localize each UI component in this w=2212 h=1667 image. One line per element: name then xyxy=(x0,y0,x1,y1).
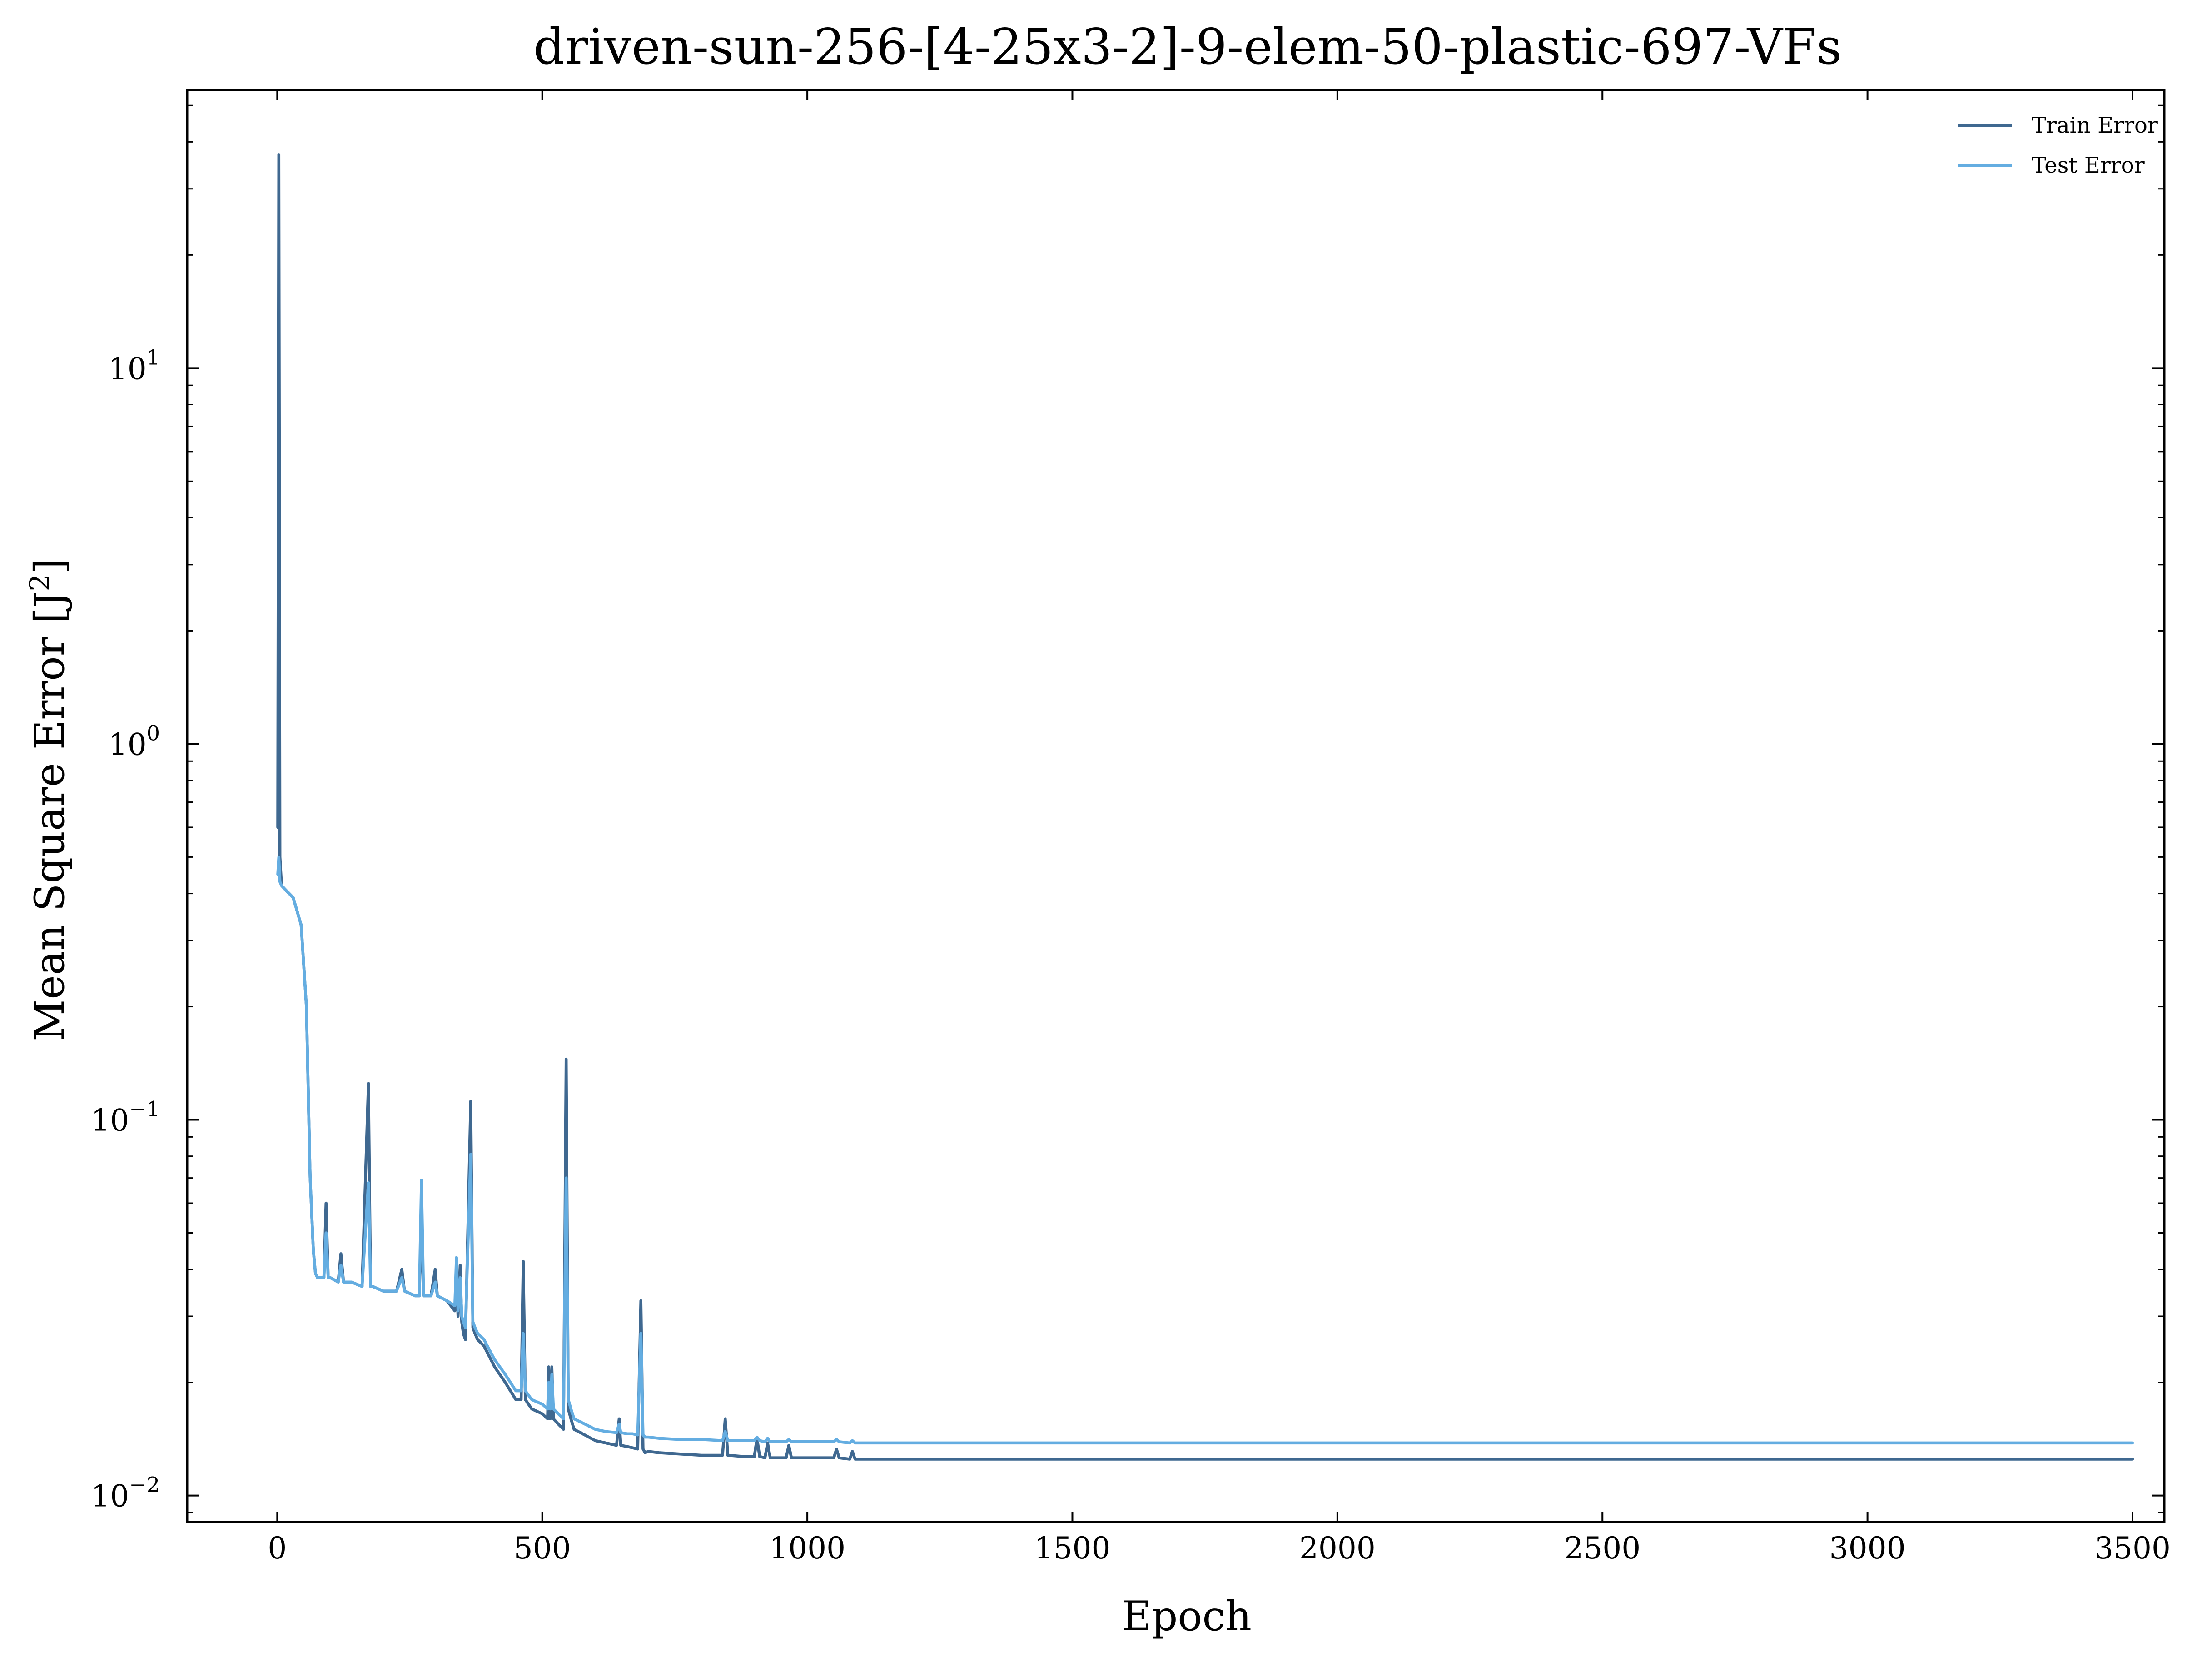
legend: Train Error Test Error xyxy=(1958,113,2158,178)
x-tick-label: 1000 xyxy=(769,1531,845,1566)
plot-frame xyxy=(186,89,2166,1523)
x-tick-label: 3500 xyxy=(2094,1531,2171,1566)
series-line-test-error xyxy=(276,856,2134,1445)
x-tick-label: 2000 xyxy=(1299,1531,1376,1566)
y-tick-label-exponent: −2 xyxy=(129,1473,160,1497)
chart-title: driven-sun-256-[4-25x3-2]-9-elem-50-plas… xyxy=(533,19,1842,75)
y-tick-label: 10−1 xyxy=(91,1097,160,1138)
y-axis-label-suffix: ] xyxy=(26,558,74,574)
y-tick-label-exponent: 0 xyxy=(147,721,160,745)
y-tick-label: 10−2 xyxy=(91,1473,160,1514)
y-tick-label-base: 10 xyxy=(109,727,147,762)
y-tick-label-exponent: 1 xyxy=(147,345,160,369)
legend-label-train-error: Train Error xyxy=(2032,113,2158,138)
y-axis-label: Mean Square Error [J2] xyxy=(24,558,74,1041)
plot-area xyxy=(276,153,2134,1461)
x-tick-label: 1500 xyxy=(1034,1531,1110,1566)
y-tick-label-base: 10 xyxy=(91,1479,129,1514)
series-line-train-error xyxy=(276,153,2134,1461)
y-axis-label-text: Mean Square Error [J xyxy=(26,592,74,1041)
y-tick-label: 100 xyxy=(109,721,160,762)
y-tick-label: 101 xyxy=(109,345,160,386)
y-tick-label-exponent: −1 xyxy=(129,1097,160,1121)
y-axis-label-superscript: 2 xyxy=(24,574,56,591)
x-tick-label: 3000 xyxy=(1829,1531,1906,1566)
x-tick-label: 0 xyxy=(268,1531,287,1566)
legend-label-test-error: Test Error xyxy=(2032,153,2145,178)
x-axis: 0 500 1000 1500 2000 2500 3000 3500 xyxy=(268,90,2171,1566)
y-tick-label-base: 10 xyxy=(109,351,147,386)
x-tick-label: 2500 xyxy=(1564,1531,1640,1566)
x-tick-label: 500 xyxy=(514,1531,571,1566)
y-tick-label-base: 10 xyxy=(91,1103,129,1138)
x-axis-label: Epoch xyxy=(1122,1592,1252,1640)
